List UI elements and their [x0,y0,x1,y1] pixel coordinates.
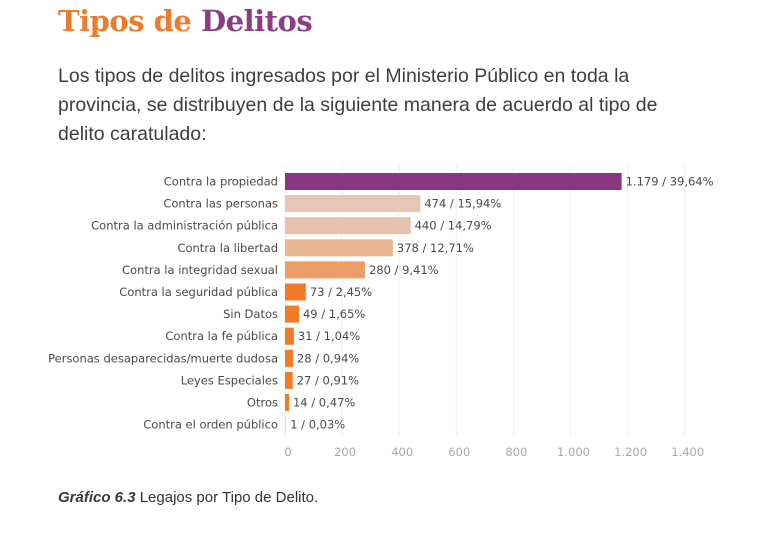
page-title: Tipos de Delitos [58,4,313,38]
data-label: 1 / 0,03% [290,418,345,432]
data-label: 28 / 0,94% [297,351,359,365]
data-label: 49 / 1,65% [303,307,365,321]
data-label: 440 / 14,79% [415,219,492,233]
bar[interactable] [285,217,411,235]
data-label: 1.179 / 39,64% [626,175,714,189]
x-axis-ticks: 0 200 400 600 800 1.000 1.200 1.400 [284,445,704,459]
bar[interactable] [285,283,306,301]
category-label: Contra el orden público [143,418,278,432]
bar[interactable] [285,394,289,411]
x-tick-label: 0 [284,445,291,459]
figure-caption: Gráfico 6.3 Legajos por Tipo de Delito. [58,489,318,506]
caption-label: Gráfico 6.3 [58,489,136,506]
data-label: 280 / 9,41% [369,263,439,277]
category-label: Leyes Especiales [181,373,278,387]
data-label: 474 / 15,94% [424,197,501,211]
caption-text: Legajos por Tipo de Delito. [135,489,319,506]
category-labels: Contra la propiedad Contra las personas Co… [48,175,278,432]
bar[interactable] [285,239,393,257]
category-label: Otros [247,396,278,410]
bar[interactable] [285,327,294,345]
bars [285,173,622,434]
category-label: Sin Datos [223,307,278,321]
category-label: Contra la integridad sexual [122,263,278,277]
data-label: 378 / 12,71% [397,241,474,255]
x-tick-label: 1.400 [671,445,704,459]
bar[interactable] [285,416,287,434]
category-label: Contra las personas [163,197,278,211]
bar[interactable] [285,173,622,190]
category-label: Contra la propiedad [164,175,278,189]
title-part-2: Delitos [200,4,313,38]
bar[interactable] [285,195,421,213]
x-tick-label: 1.200 [614,445,647,459]
data-label: 14 / 0,47% [293,396,355,410]
data-labels: 1.179 / 39,64% 474 / 15,94% 440 / 14,79% 37… [290,175,713,432]
x-tick-label: 200 [334,445,356,459]
bar-chart: Contra la propiedad Contra las personas Co… [48,165,714,459]
bar[interactable] [285,349,293,367]
x-tick-label: 800 [505,445,527,459]
bar[interactable] [285,261,365,279]
category-label: Contra la administración pública [91,219,278,233]
category-label: Contra la fe pública [165,329,278,343]
category-label: Contra la seguridad pública [119,285,278,299]
x-tick-label: 600 [448,445,470,459]
data-label: 27 / 0,91% [297,373,359,387]
data-label: 73 / 2,45% [310,285,372,299]
x-tick-label: 1.000 [557,445,590,459]
intro-paragraph: Los tipos de delitos ingresados por el M… [58,65,658,145]
bar[interactable] [285,371,293,389]
category-label: Contra la libertad [177,241,278,255]
x-tick-label: 400 [391,445,413,459]
category-label: Personas desaparecidas/muerte dudosa [48,351,278,365]
bar[interactable] [285,305,299,323]
title-part-1: Tipos de [58,4,192,38]
data-label: 31 / 1,04% [298,329,360,343]
